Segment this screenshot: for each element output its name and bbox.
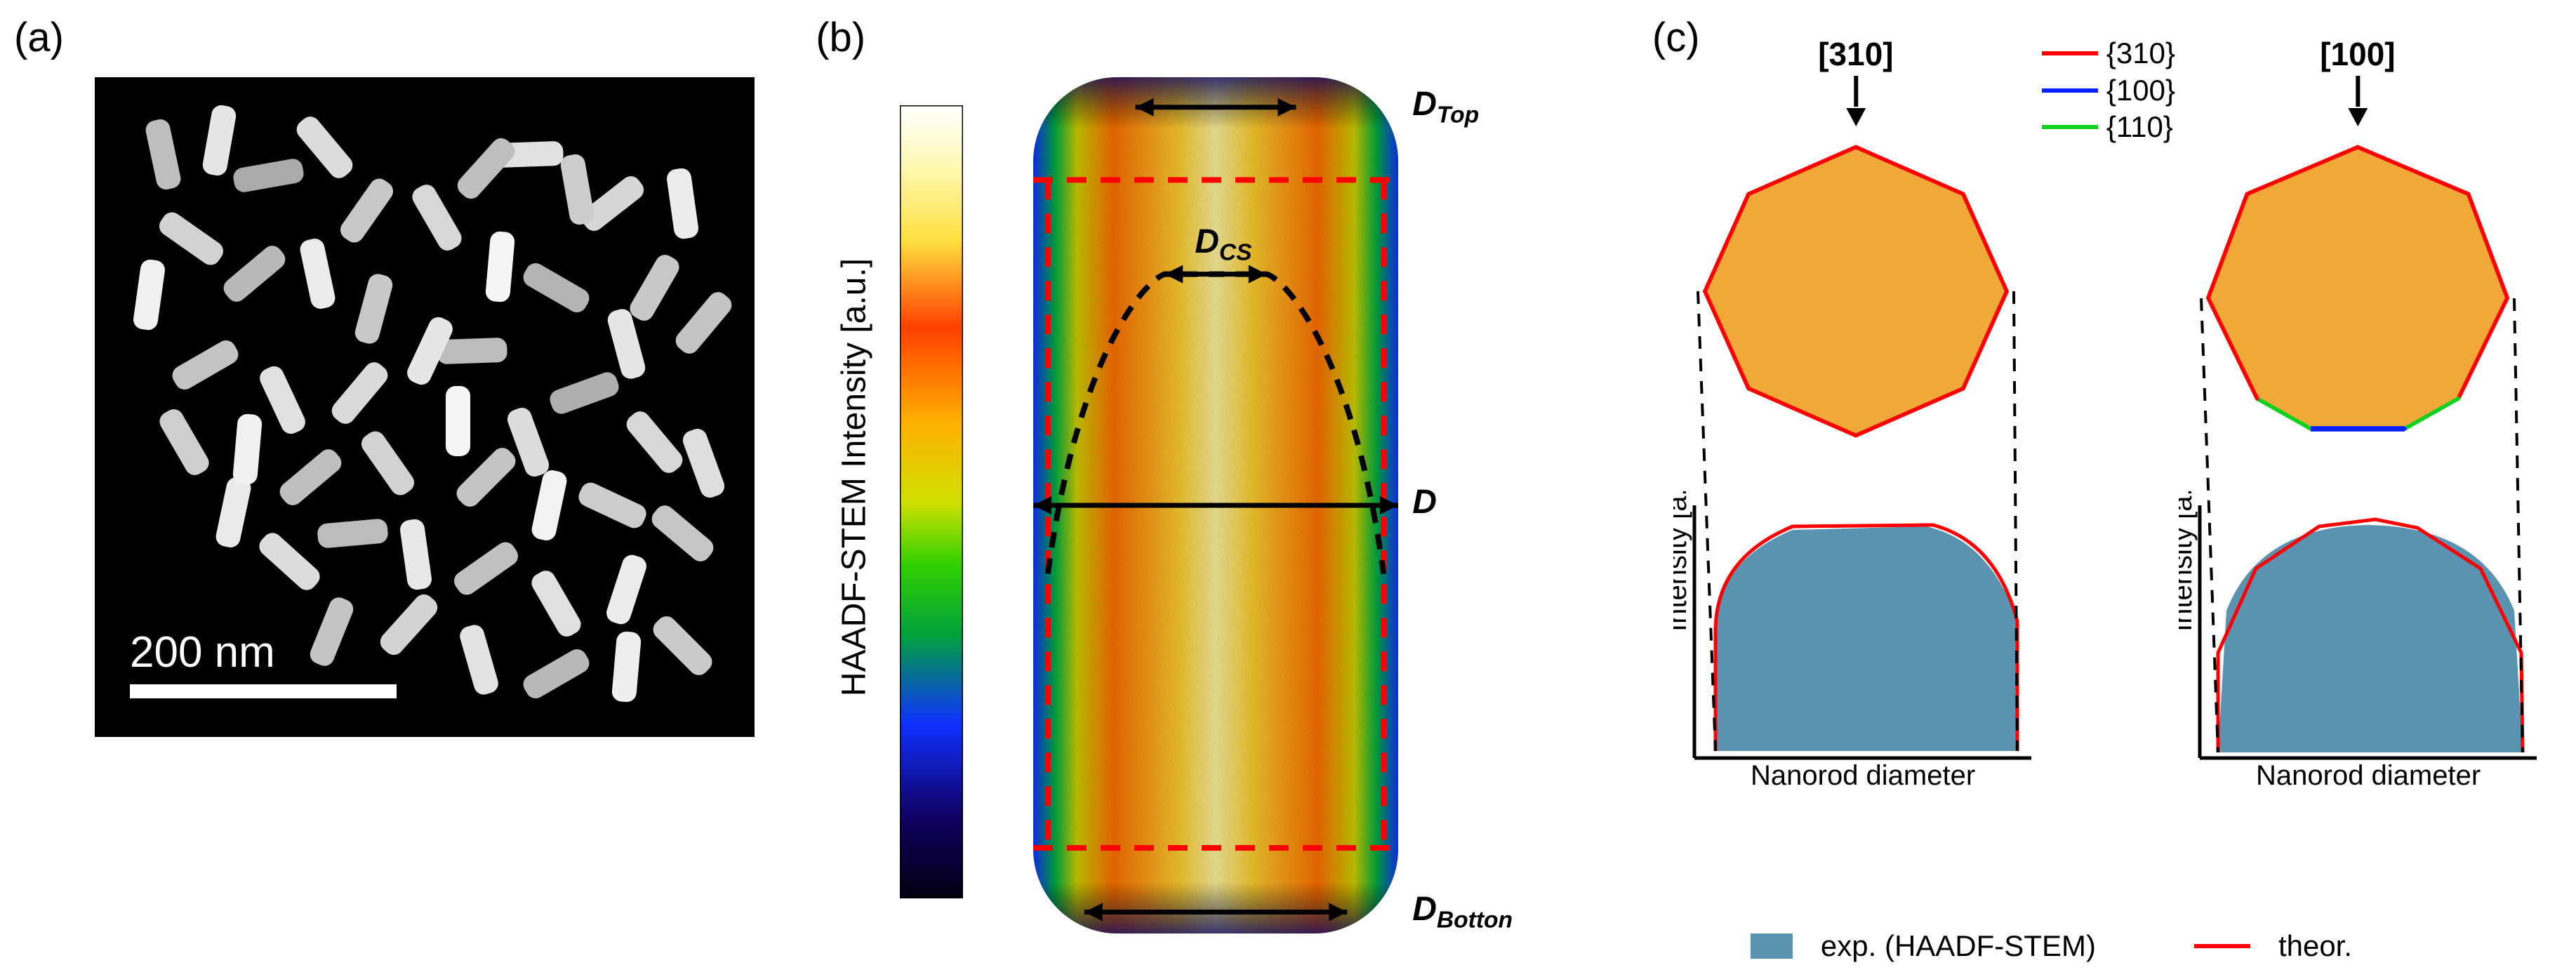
arrow-100-label: [100] — [2320, 36, 2395, 72]
nanorod — [446, 386, 470, 456]
nanorod — [328, 358, 392, 427]
nanorod — [453, 134, 519, 203]
swatch-exp — [1751, 933, 1793, 959]
nanorod — [611, 631, 642, 703]
octagon-100 — [2200, 140, 2516, 442]
nanorod — [144, 117, 182, 191]
arrow-310: [310] — [1818, 35, 1893, 126]
intensity-plot-310: Intensity [a.u.] Nanorod diameter — [1673, 491, 2045, 786]
nanorod — [519, 260, 592, 316]
scale-bar — [130, 684, 397, 698]
swatch-theor — [2194, 944, 2250, 948]
nanorod — [376, 590, 441, 659]
scale-bar-text: 200 nm — [130, 627, 275, 677]
nanorod — [232, 157, 305, 194]
nanorod — [353, 272, 395, 346]
nanorod — [576, 479, 649, 531]
nanorod — [257, 363, 309, 437]
nanorod — [665, 167, 700, 240]
nanorod — [680, 426, 727, 500]
swatch — [2042, 88, 2098, 93]
nanorod — [214, 475, 253, 549]
nanorod — [604, 552, 649, 627]
legend-bottom: exp. (HAADF-STEM) theor. — [1751, 929, 2352, 963]
nanorod — [168, 337, 241, 393]
legend-text: {100} — [2106, 72, 2175, 109]
nanorod — [201, 104, 238, 178]
legend-theor-label: theor. — [2278, 929, 2352, 963]
legend-item: {110} — [2042, 109, 2175, 146]
legend-item: {310} — [2042, 35, 2175, 72]
colorbar — [900, 105, 963, 898]
nanorod — [317, 518, 389, 549]
dimension-label: DTop — [1412, 85, 1479, 129]
swatch — [2042, 51, 2098, 55]
nanorod — [336, 175, 397, 246]
nanorod — [648, 501, 717, 565]
nanorod — [485, 231, 516, 303]
panel-c-label: (c) — [1652, 14, 1700, 61]
nanorod — [132, 258, 166, 331]
nanorod — [409, 181, 465, 254]
swatch — [2042, 125, 2098, 129]
nanorod — [458, 623, 500, 697]
nanorod — [399, 518, 433, 591]
figure: (a) 200 nm (b) HAADF-STEM Intensity [a.u… — [14, 14, 2562, 963]
nanorod — [547, 369, 622, 416]
arrow-310-label: [310] — [1818, 36, 1893, 72]
svg-text:Intensity [a.u.]: Intensity [a.u.] — [1673, 491, 1692, 632]
svg-text:Nanorod diameter: Nanorod diameter — [2256, 760, 2481, 786]
nanorod — [298, 237, 337, 310]
panel-a-label: (a) — [14, 14, 64, 61]
nanorod — [220, 241, 289, 305]
nanorod — [626, 251, 682, 324]
legend-text: {310} — [2106, 35, 2175, 72]
nanorod — [276, 445, 345, 509]
nanorod — [559, 153, 596, 227]
intensity-plot-100: Intensity [a.u.] Nanorod diameter — [2179, 491, 2551, 786]
nanorod-heatmap — [1033, 77, 1398, 933]
dimension-label: D — [1412, 483, 1437, 521]
legend-exp-label: exp. (HAADF-STEM) — [1821, 929, 2096, 963]
arrow-100: [100] — [2320, 35, 2395, 126]
legend-item: {100} — [2042, 72, 2175, 109]
svg-text:Intensity [a.u.]: Intensity [a.u.] — [2179, 491, 2198, 632]
dimension-label: DCS — [1195, 222, 1252, 267]
panel-b-label: (b) — [816, 14, 865, 61]
nanorod — [156, 406, 212, 479]
nanorod — [357, 427, 418, 499]
nanorod — [451, 538, 522, 599]
panel-c: (c) {310}{100}{110} [310] [100] Intensit… — [1652, 14, 2562, 963]
panel-b: (b) HAADF-STEM Intensity [a.u.] DTop DCS D… — [816, 14, 1610, 963]
legend-facets: {310}{100}{110} — [2042, 35, 2175, 146]
nanorod — [519, 646, 592, 702]
dimension-label: DBotton — [1412, 890, 1513, 934]
stem-image: 200 nm — [95, 77, 755, 737]
nanorod — [623, 407, 686, 477]
panel-a: (a) 200 nm — [14, 14, 731, 963]
nanorod — [672, 288, 736, 357]
nanorod — [156, 208, 227, 269]
nanorod — [530, 468, 569, 542]
nanorod — [307, 594, 357, 669]
nanorod — [528, 567, 584, 640]
octagon-310 — [1698, 140, 2014, 442]
nanorod — [255, 529, 324, 594]
svg-text:Nanorod diameter: Nanorod diameter — [1751, 760, 1975, 786]
nanorod — [649, 612, 716, 679]
panel-b-yaxis: HAADF-STEM Intensity [a.u.] — [835, 258, 874, 696]
nanorod — [232, 413, 263, 486]
legend-text: {110} — [2106, 109, 2173, 146]
